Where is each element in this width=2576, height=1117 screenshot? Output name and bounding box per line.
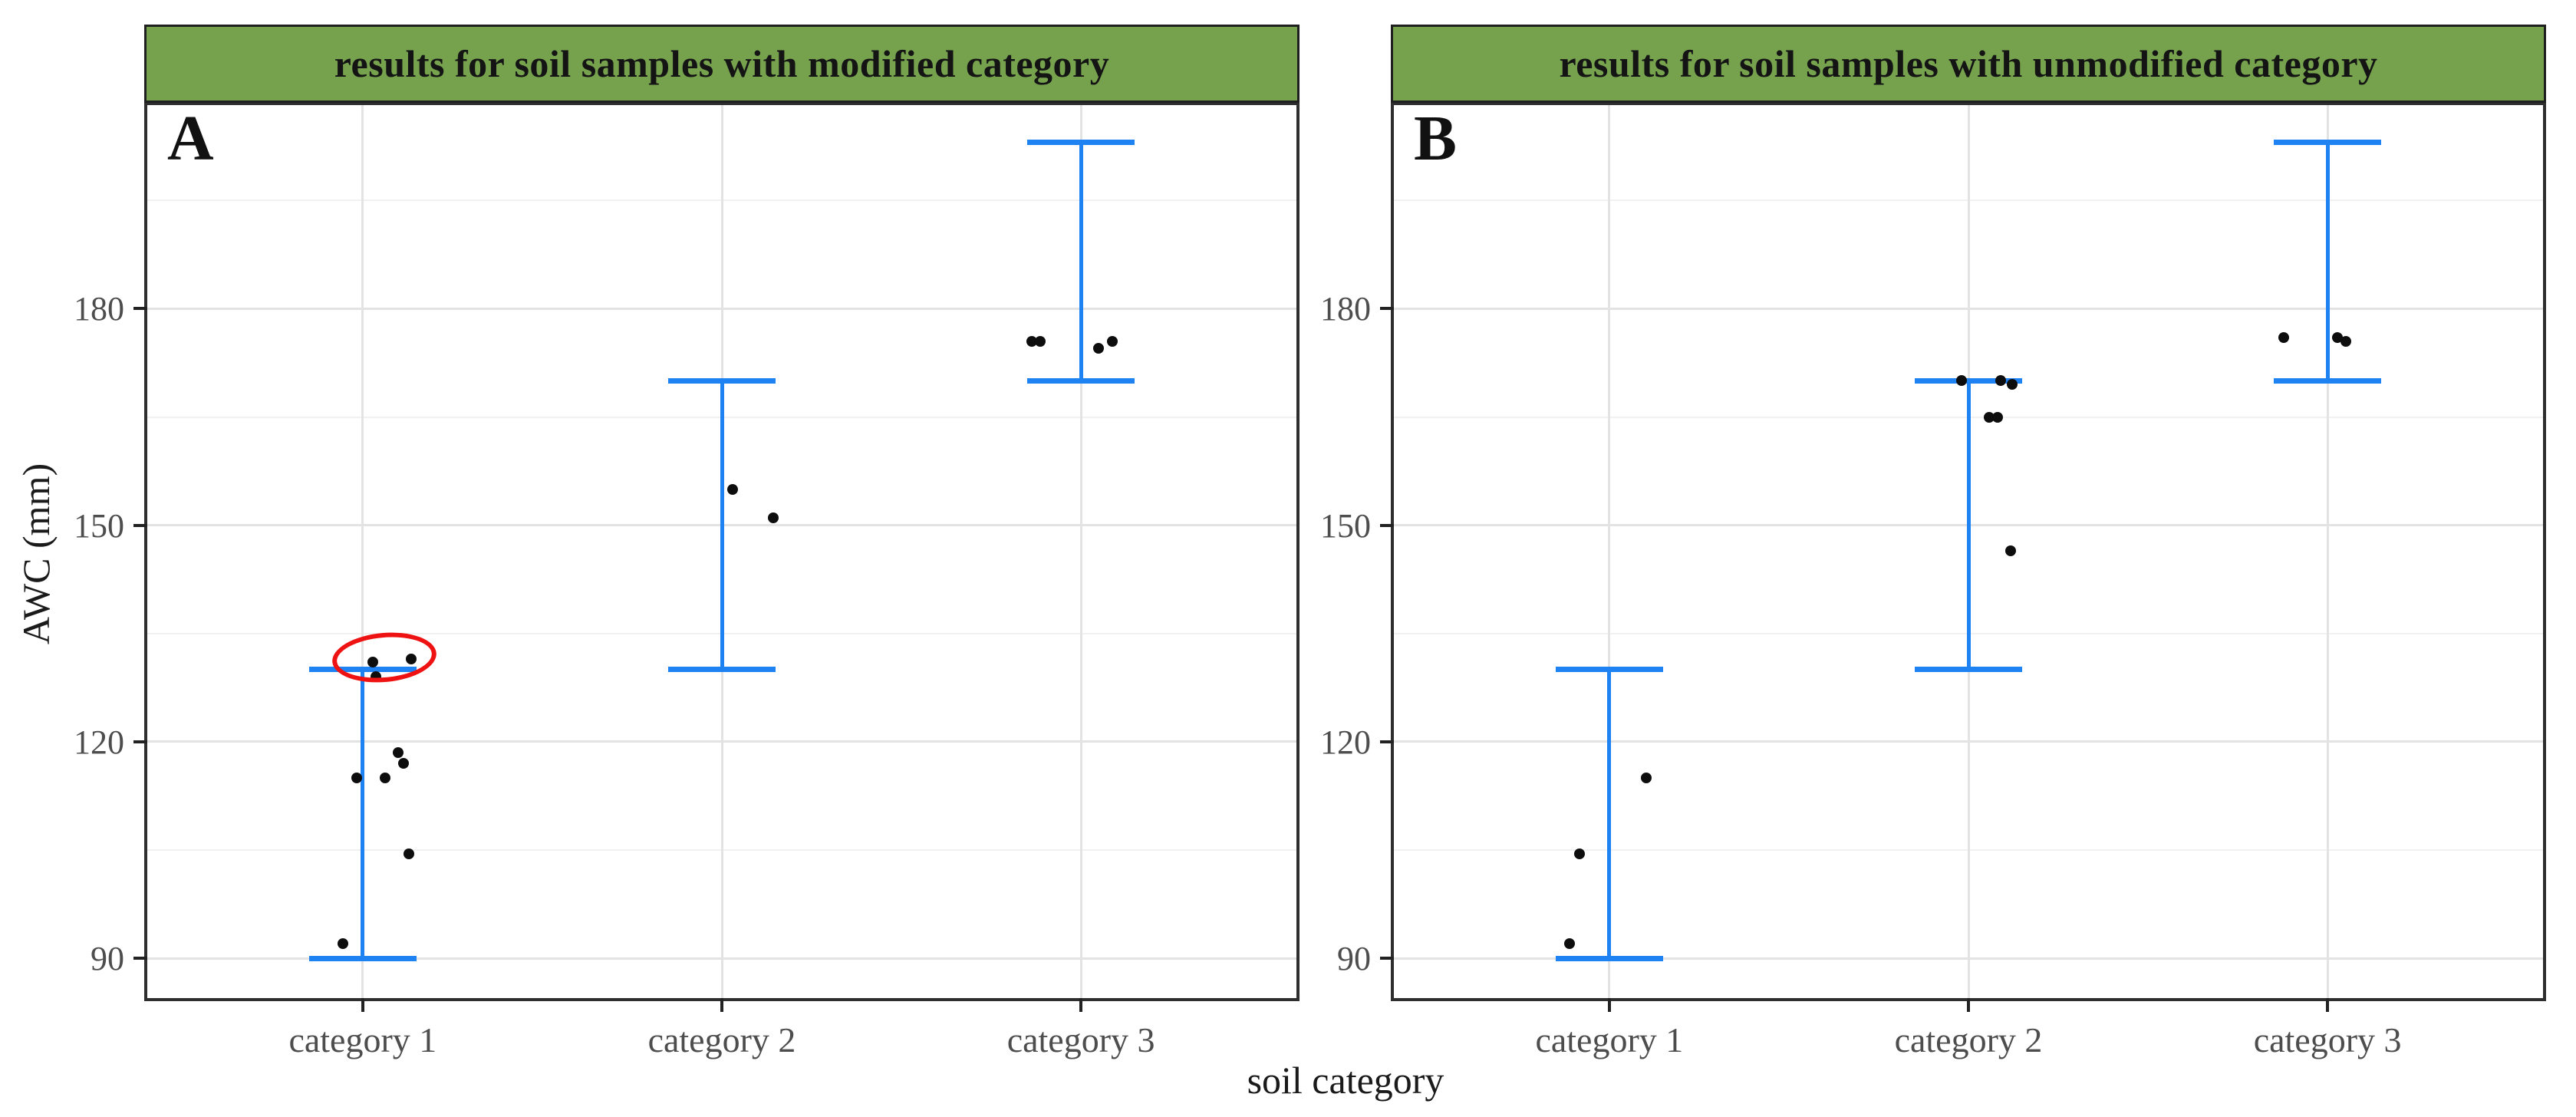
plot-area-unmodified: B 90 120 150 180 category 1 category 2 categor… (1320, 103, 2546, 1058)
y-tick-mark (1380, 307, 1394, 311)
error-bar-cap-bottom (1915, 667, 2022, 673)
y-tick-mark (133, 523, 147, 527)
data-point (1573, 848, 1585, 859)
data-point (727, 483, 738, 495)
data-point (1640, 772, 1652, 783)
panel-modified: results for soil samples with modified c… (74, 25, 1300, 1058)
data-point (379, 772, 390, 783)
x-tick-mark (361, 998, 364, 1012)
data-point (1992, 411, 2003, 423)
y-tick-label: 150 (1320, 506, 1371, 545)
gridline-category (1079, 105, 1082, 998)
data-point (405, 653, 417, 664)
y-tick-mark (133, 307, 147, 311)
x-tick-label: category 1 (288, 1020, 437, 1059)
x-tick-label: category 2 (647, 1020, 796, 1059)
y-axis-title: AWC (mm) (15, 463, 58, 645)
x-tick-label: category 1 (1535, 1020, 1684, 1059)
facet-strip-unmodified: results for soil samples with unmodified… (1391, 25, 2546, 103)
gridline-category (361, 105, 364, 998)
error-bar-cap-top (2274, 140, 2382, 146)
panel-tag-a: A (167, 103, 214, 174)
x-tick-mark (1607, 998, 1611, 1012)
y-tick-mark (133, 957, 147, 960)
y-tick-mark (1380, 957, 1394, 960)
data-point (397, 758, 409, 769)
data-point (768, 512, 779, 524)
error-bar-cap-top (308, 667, 417, 673)
error-bar-cap-top (1027, 140, 1135, 146)
data-point (403, 848, 414, 859)
data-point (337, 938, 348, 950)
data-point (370, 671, 381, 683)
data-point (2332, 331, 2344, 343)
x-tick-label: category 3 (2253, 1020, 2402, 1059)
y-tick-label: 90 (91, 940, 124, 978)
gridline-category (2326, 105, 2329, 998)
highlight-ellipse (330, 628, 439, 687)
data-point (1026, 335, 1038, 347)
error-bar-line (361, 669, 365, 959)
data-point (1035, 335, 1046, 347)
error-bar-line (720, 381, 724, 670)
y-tick-label: 180 (1320, 290, 1371, 328)
error-bar-cap-bottom (308, 955, 417, 961)
error-bar-line (1966, 381, 1971, 670)
x-tick-label: category 2 (1894, 1020, 2043, 1059)
error-bar-cap-top (668, 377, 776, 384)
gridline-category (1608, 105, 1611, 998)
y-tick-mark (1380, 740, 1394, 743)
data-point (367, 657, 378, 668)
error-bar-cap-bottom (1555, 955, 1663, 961)
y-tick-mark (133, 740, 147, 743)
x-axis-title: soil category (1247, 1059, 1444, 1102)
facet-strip-title-a: results for soil samples with modified c… (334, 42, 1110, 85)
error-bar-cap-bottom (2274, 377, 2382, 384)
data-point (1093, 343, 1105, 354)
facet-strip-modified: results for soil samples with modified c… (144, 25, 1300, 103)
error-bar-cap-top (1555, 667, 1663, 673)
x-tick-mark (2326, 998, 2330, 1012)
error-bar-cap-bottom (1027, 377, 1135, 384)
error-bar-line (1607, 669, 1612, 959)
panel-unmodified: results for soil samples with unmodified… (1320, 25, 2546, 1058)
data-point (1107, 335, 1118, 347)
x-tick-label: category 3 (1006, 1020, 1155, 1059)
data-point (1995, 375, 2006, 387)
error-bar-line (1079, 142, 1083, 381)
error-bar-cap-bottom (668, 667, 776, 673)
data-point (1984, 411, 1995, 423)
y-tick-label: 120 (1320, 723, 1371, 761)
y-tick-label: 180 (74, 290, 124, 328)
error-bar-cap-top (1915, 377, 2022, 384)
data-point (2278, 331, 2290, 343)
x-tick-mark (1079, 998, 1083, 1012)
data-point (2007, 379, 2018, 390)
y-tick-label: 90 (1337, 940, 1371, 978)
data-point (392, 747, 404, 759)
data-point (2340, 335, 2352, 347)
data-point (1563, 938, 1575, 950)
facet-strip-title-b: results for soil samples with unmodified… (1559, 42, 2378, 85)
data-point (351, 772, 362, 783)
x-tick-mark (720, 998, 723, 1012)
data-point (1956, 375, 1967, 387)
panel-tag-b: B (1414, 103, 1458, 174)
y-tick-label: 150 (74, 506, 124, 545)
data-point (2005, 545, 2016, 556)
y-tick-mark (1380, 523, 1394, 527)
error-bar-line (2325, 142, 2330, 381)
y-tick-label: 120 (74, 723, 124, 761)
plot-area-modified: A 90 120 150 180 category 1 category 2 categor… (74, 103, 1300, 1058)
x-tick-mark (1967, 998, 1970, 1012)
